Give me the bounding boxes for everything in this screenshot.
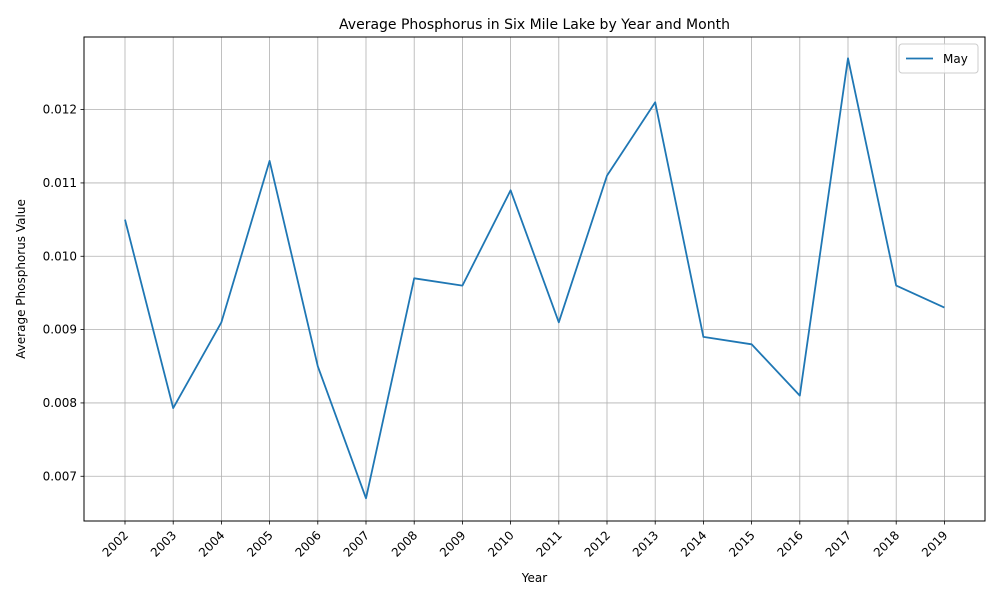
y-axis-ticks: 0.007 0.008 0.009 0.010 0.011 0.012 bbox=[43, 103, 84, 483]
x-tick-label: 2014 bbox=[678, 528, 709, 559]
x-tick-label: 2012 bbox=[582, 528, 613, 559]
legend: May bbox=[898, 43, 979, 74]
x-tick-label: 2004 bbox=[196, 528, 227, 559]
x-tick-label: 2005 bbox=[244, 528, 275, 559]
x-tick-label: 2018 bbox=[871, 528, 902, 559]
series-layer bbox=[124, 57, 945, 500]
grid bbox=[84, 37, 985, 521]
x-tick-label: 2015 bbox=[726, 528, 757, 559]
y-tick-label: 0.010 bbox=[43, 249, 77, 263]
x-tick-label: 2006 bbox=[292, 528, 323, 559]
y-tick-label: 0.011 bbox=[43, 176, 77, 190]
y-tick-label: 0.009 bbox=[43, 323, 77, 337]
legend-box bbox=[898, 43, 979, 74]
x-tick-label: 2017 bbox=[823, 528, 854, 559]
x-tick-label: 2011 bbox=[533, 528, 564, 559]
x-axis-ticks: 2002 2003 2004 2005 2006 2007 2008 2009 2010 2011… bbox=[100, 521, 951, 560]
x-tick-label: 2010 bbox=[485, 528, 516, 559]
x-tick-label: 2002 bbox=[100, 528, 131, 559]
y-tick-label: 0.008 bbox=[43, 396, 77, 410]
x-tick-label: 2013 bbox=[630, 528, 661, 559]
x-tick-label: 2007 bbox=[341, 528, 372, 559]
x-tick-label: 2016 bbox=[774, 528, 805, 559]
x-tick-label: 2019 bbox=[919, 528, 950, 559]
x-axis-label: Year bbox=[521, 571, 547, 585]
series-line bbox=[124, 57, 945, 500]
y-tick-label: 0.007 bbox=[43, 469, 77, 483]
chart-title: Average Phosphorus in Six Mile Lake by Y… bbox=[339, 17, 730, 33]
plot-frame bbox=[83, 36, 986, 522]
y-axis-label: Average Phosphorus Value bbox=[14, 199, 28, 359]
legend-label: May bbox=[943, 52, 968, 66]
x-tick-label: 2008 bbox=[389, 528, 420, 559]
x-tick-label: 2009 bbox=[437, 528, 468, 559]
x-tick-label: 2003 bbox=[148, 528, 179, 559]
y-tick-label: 0.012 bbox=[43, 103, 77, 117]
